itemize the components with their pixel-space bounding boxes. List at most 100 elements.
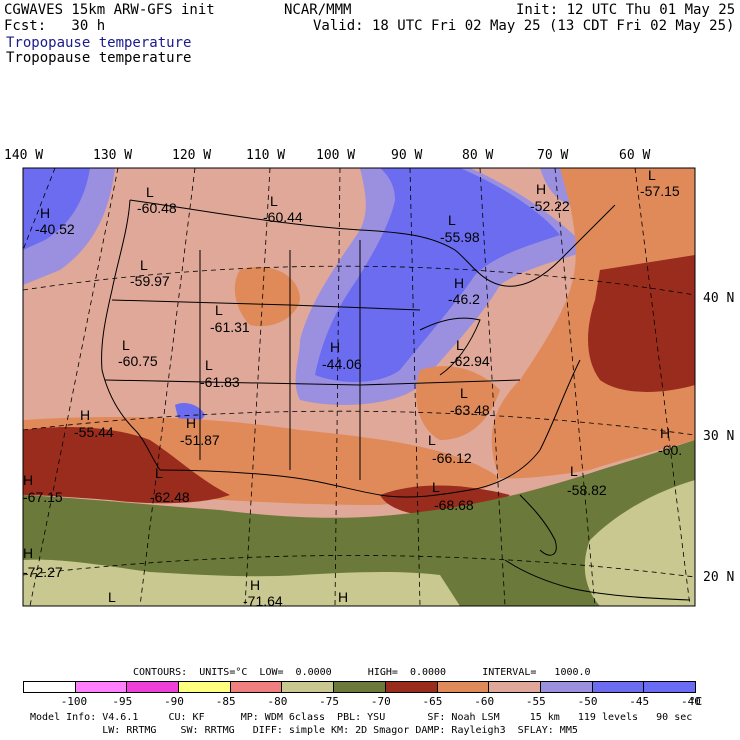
value-label: -51.87 [180, 432, 220, 448]
field-orange [234, 266, 300, 327]
L-label: L [205, 357, 213, 373]
L-label: L [432, 479, 440, 495]
legend-swatch [488, 681, 541, 693]
H-label: H [23, 472, 33, 488]
L-label: L [155, 465, 163, 481]
legend-tick: °C [689, 695, 703, 708]
field-title-blue: Tropopause temperature [6, 35, 192, 51]
value-label: -57.15 [640, 183, 680, 199]
field-blue-deep [23, 168, 90, 250]
field-orange [416, 366, 500, 440]
lon-label: 110 W [246, 148, 286, 163]
value-label: -58.82 [567, 482, 607, 498]
L-label: L [448, 212, 456, 228]
forecast-hour: Fcst: 30 h [4, 18, 106, 34]
lon-label: 100 W [316, 148, 356, 163]
lon-label: 60 W [619, 148, 651, 163]
L-label: L [215, 302, 223, 318]
value-label: -55.98 [440, 229, 480, 245]
value-label: -60.75 [118, 353, 158, 369]
H-label: H [338, 589, 348, 605]
init-time: Init: 12 UTC Thu 01 May 25 [516, 2, 736, 18]
L-label: L [122, 337, 130, 353]
value-label: -62.48 [150, 489, 190, 505]
value-label: -66.12 [432, 450, 472, 466]
L-label: L [648, 167, 656, 183]
legend-tick: -60 [474, 695, 495, 708]
legend-swatch [539, 681, 593, 693]
value-label: -46.2 [448, 291, 480, 307]
field-darkred [588, 255, 695, 392]
physics-info: LW: RRTMG SW: RRTMG DIFF: simple KM: 2D … [30, 725, 578, 736]
legend-swatch [333, 681, 386, 693]
legend-swatch [126, 681, 180, 693]
lon-label: 70 W [537, 148, 569, 163]
legend-swatch [229, 681, 283, 693]
lat-label: 40 N [703, 291, 735, 306]
legend-tick: -65 [422, 695, 443, 708]
field-title: Tropopause temperature [6, 50, 192, 66]
value-label: -44.06 [322, 356, 362, 372]
legend-tick: -95 [112, 695, 133, 708]
lat-label: 20 N [703, 570, 735, 585]
value-label: -40.52 [35, 221, 75, 237]
L-label: L [108, 589, 116, 605]
legend-swatch [178, 681, 231, 693]
H-label: H [23, 545, 33, 561]
legend-tick: -70 [370, 695, 391, 708]
H-label: H [250, 577, 260, 593]
lat-label: 30 N [703, 429, 735, 444]
model-info: Model Info: V4.6.1 CU: KF MP: WDM 6class… [30, 712, 693, 723]
field-olive [23, 440, 695, 606]
value-label: -71.64 [243, 593, 283, 609]
contours-info: CONTOURS: UNITS=°C LOW= 0.0000 HIGH= 0.0… [133, 667, 591, 678]
lon-label: 90 W [391, 148, 423, 163]
L-label: L [270, 193, 278, 209]
value-label: -61.83 [200, 374, 240, 390]
legend-tick: -75 [319, 695, 340, 708]
value-label: -63.48 [450, 402, 490, 418]
value-label: -52.22 [530, 198, 570, 214]
field-blue-deep [175, 403, 205, 423]
legend-swatch [23, 681, 76, 693]
legend-swatch [591, 681, 645, 693]
lon-label: 140 W [4, 148, 44, 163]
valid-time: Valid: 18 UTC Fri 02 May 25 (13 CDT Fri … [313, 18, 735, 34]
lon-label: 120 W [172, 148, 212, 163]
legend-swatch [281, 681, 335, 693]
model-title: CGWAVES 15km ARW-GFS init [4, 2, 215, 18]
value-label: -62.94 [450, 353, 490, 369]
L-label: L [456, 337, 464, 353]
value-label: -60.44 [263, 209, 303, 225]
field-khaki [584, 480, 695, 606]
H-label: H [330, 339, 340, 355]
value-label: -72.27 [23, 564, 63, 580]
H-label: H [186, 415, 196, 431]
legend-tick: -90 [164, 695, 184, 708]
coastlines [101, 199, 691, 601]
map-frame [22, 167, 696, 607]
value-label: -60. [658, 442, 682, 458]
lon-label: 130 W [93, 148, 133, 163]
L-label: L [570, 463, 578, 479]
legend-swatch [384, 681, 438, 693]
legend-tick: -50 [577, 695, 598, 708]
value-label: -67.15 [23, 489, 63, 505]
legend-tick: -80 [267, 695, 288, 708]
legend-tick: -45 [629, 695, 650, 708]
L-label: L [140, 257, 148, 273]
legend-tick: -40 [681, 695, 701, 708]
L-label: L [460, 385, 468, 401]
L-label: L [428, 432, 436, 448]
value-label: -59.97 [130, 273, 170, 289]
legend-tick: -100 [60, 695, 88, 708]
legend-tick: -55 [525, 695, 546, 708]
value-label: -61.31 [210, 319, 250, 335]
H-label: H [40, 205, 50, 221]
H-label: H [454, 275, 464, 291]
value-label: -60.48 [137, 200, 177, 216]
value-label: -68.68 [434, 497, 474, 513]
value-label: -55.44 [74, 424, 114, 440]
legend-swatch [436, 681, 490, 693]
